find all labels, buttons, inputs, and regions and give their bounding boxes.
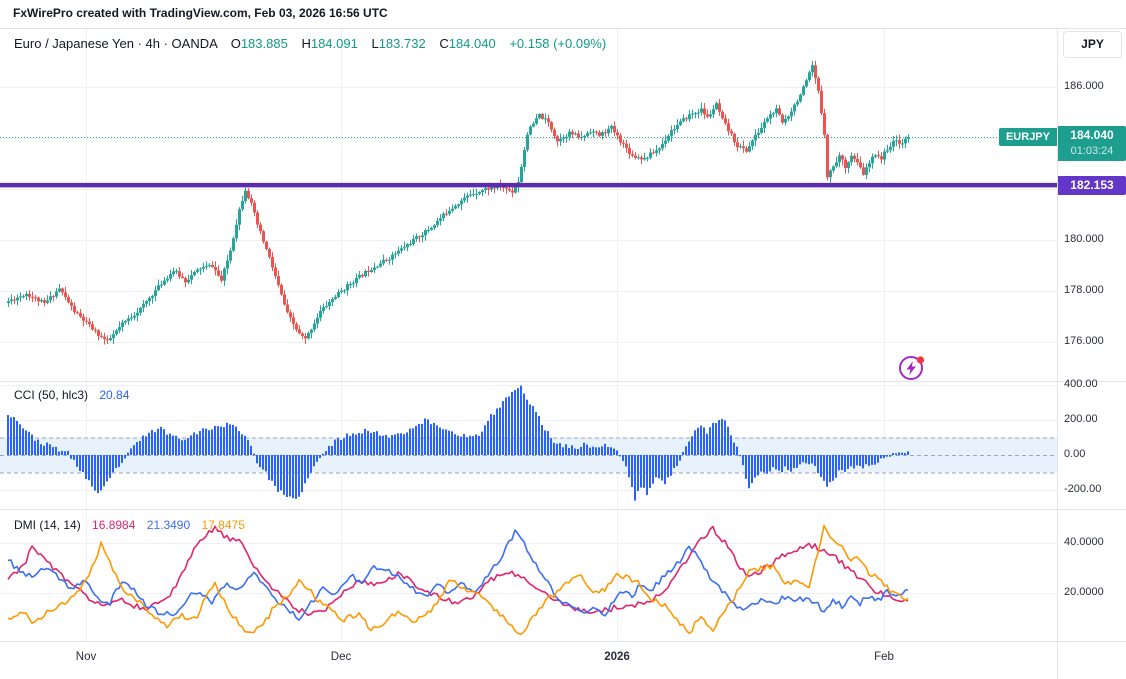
dmi-axis-label: 20.0000 xyxy=(1064,586,1104,598)
dmi-indicator-label[interactable]: DMI (14, 14) 16.8984 21.3490 17.8475 xyxy=(14,518,245,532)
dmi-adx-value: 16.8984 xyxy=(92,518,136,532)
time-axis-label: 2026 xyxy=(604,651,630,663)
cci-axis-label: 0.00 xyxy=(1064,448,1086,460)
cci-axis-label: 400.00 xyxy=(1064,378,1098,390)
price-axis-label: 176.000 xyxy=(1064,335,1104,347)
ohlc-close: C184.040 xyxy=(439,36,496,51)
last-price-tag: 184.040 01:03:24 xyxy=(1058,125,1126,161)
price-axis-label: 180.000 xyxy=(1064,233,1104,245)
currency-button[interactable]: JPY xyxy=(1063,31,1122,58)
time-axis-label: Nov xyxy=(75,651,97,663)
dmi-minus-di-value: 17.8475 xyxy=(201,518,245,532)
dmi-axis-label: 40.0000 xyxy=(1064,536,1104,548)
flash-icon[interactable] xyxy=(896,352,928,384)
dmi-plus-di-value: 21.3490 xyxy=(146,518,191,532)
cci-title: CCI (50, hlc3) xyxy=(14,388,89,402)
time-axis-label: Dec xyxy=(330,651,352,663)
cci-axis-label: -200.00 xyxy=(1064,483,1102,495)
bar-countdown: 01:03:24 xyxy=(1070,144,1114,157)
price-axis-label: 178.000 xyxy=(1064,284,1104,296)
cci-axis-label: 200.00 xyxy=(1064,413,1098,425)
cci-indicator-label[interactable]: CCI (50, hlc3) 20.84 xyxy=(14,388,129,402)
dmi-title: DMI (14, 14) xyxy=(14,518,81,532)
time-axis-label: Feb xyxy=(874,651,894,663)
last-price-symbol-tag: EURJPY xyxy=(998,127,1057,146)
change-value: +0.158 (+0.09%) xyxy=(509,36,607,51)
watermark-header: FxWirePro created with TradingView.com, … xyxy=(13,6,388,20)
ohlc-low: L183.732 xyxy=(371,36,426,51)
price-axis-label: 186.000 xyxy=(1064,80,1104,92)
level-price-tag: 182.153 xyxy=(1058,175,1126,195)
time-axis[interactable]: Nov Dec 2026 Feb xyxy=(0,641,1126,679)
symbol-legend[interactable]: Euro / Japanese Yen · 4h · OANDA O183.88… xyxy=(14,36,606,51)
cci-value: 20.84 xyxy=(99,388,130,402)
ohlc-open: O183.885 xyxy=(230,36,288,51)
ohlc-high: H184.091 xyxy=(301,36,358,51)
price-scale[interactable]: JPY 186.000 180.000 178.000 176.000 400.00 20… xyxy=(1057,28,1126,641)
symbol-title: Euro / Japanese Yen · 4h · OANDA xyxy=(14,36,218,51)
last-price-value: 184.040 xyxy=(1070,127,1114,142)
